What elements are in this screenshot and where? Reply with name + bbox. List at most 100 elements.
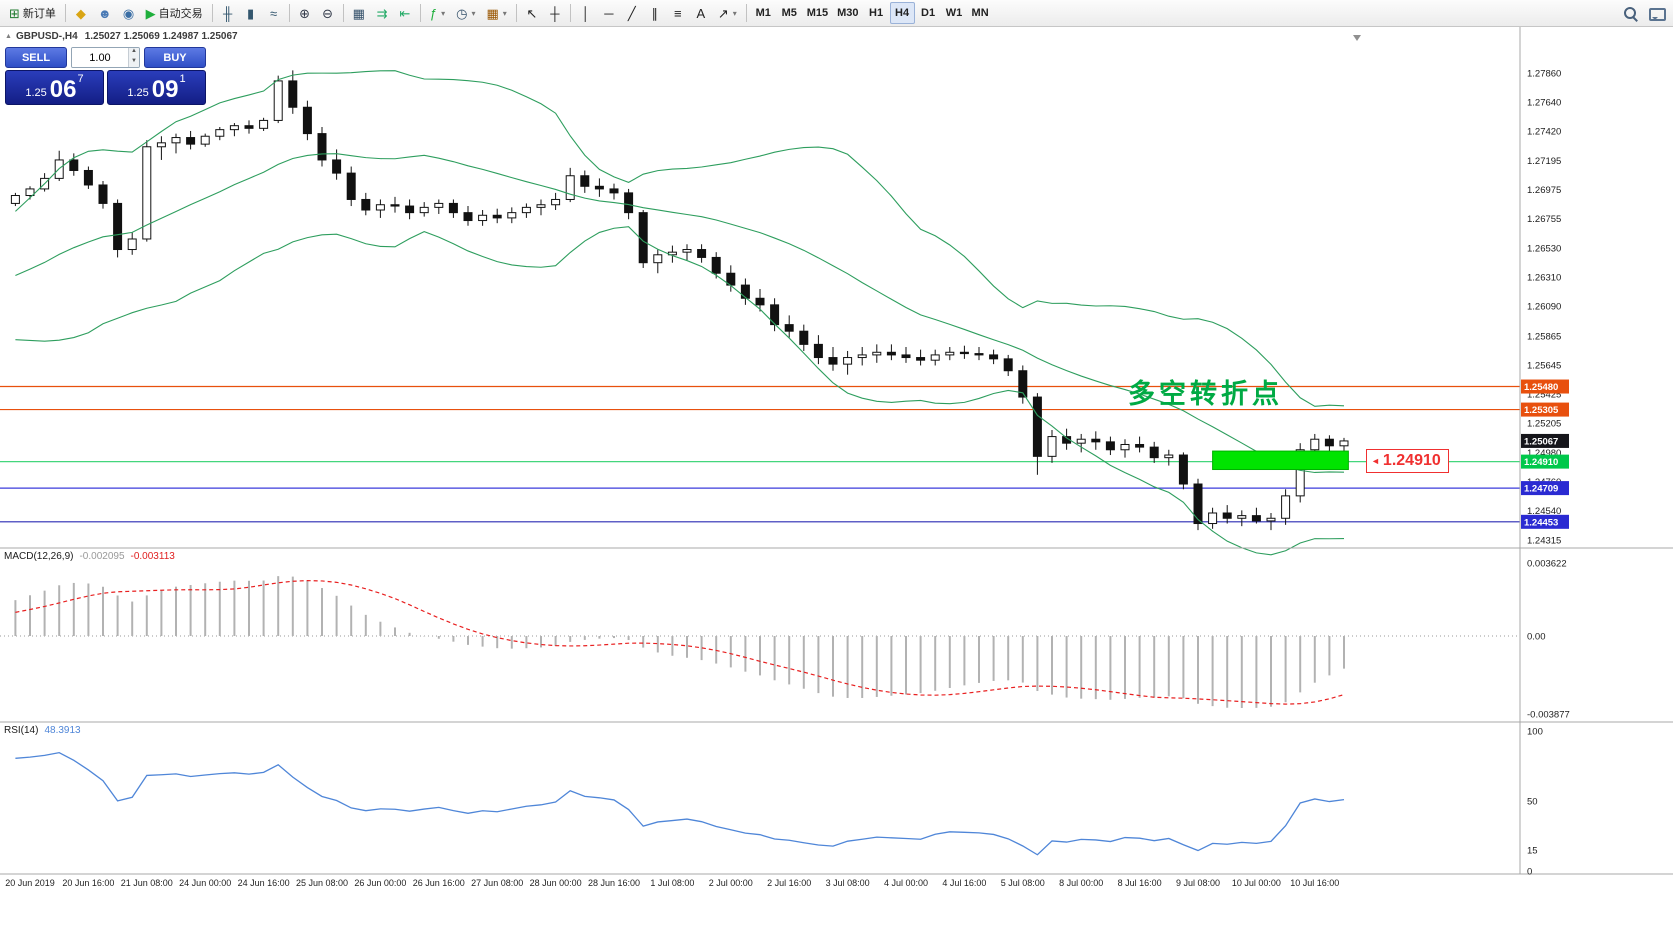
new-order-button[interactable]: ⊞ 新订单 xyxy=(4,2,61,24)
crosshair-button[interactable]: ┼ xyxy=(544,2,566,24)
auto-trading-button[interactable]: ▶ 自动交易 xyxy=(141,2,208,24)
price-axis-label: 1.25425 xyxy=(1527,389,1561,400)
time-axis-label: 8 Jul 00:00 xyxy=(1059,878,1103,888)
crosshair-icon: ┼ xyxy=(550,5,560,21)
volume-input[interactable] xyxy=(72,48,128,67)
timeframe-h4-button[interactable]: H4 xyxy=(889,2,915,24)
volume-down-button[interactable]: ▼ xyxy=(128,57,139,67)
mql5-button[interactable]: ◆ xyxy=(70,2,92,24)
svg-text:1.24910: 1.24910 xyxy=(1524,457,1558,468)
chart-area: 1.27860 1.27640 1.27420 1.27195 1.26975 1.267… xyxy=(0,27,1673,948)
price-axis-label: 1.24315 xyxy=(1527,536,1561,547)
macd-signal-line xyxy=(15,580,1345,705)
price-axis-label: 1.25865 xyxy=(1527,331,1561,342)
templates-button[interactable]: ▦ ▾ xyxy=(482,2,512,24)
timeframe-mn-button[interactable]: MN xyxy=(968,2,993,24)
line-chart-icon: ≈ xyxy=(270,5,278,21)
price-axis-label: 1.25645 xyxy=(1527,360,1561,371)
svg-text:1.24709: 1.24709 xyxy=(1524,484,1558,495)
new-order-button-label: 新订单 xyxy=(22,8,56,20)
price-axis-label: 1.27640 xyxy=(1527,97,1561,108)
buy-price-panel[interactable]: 1.25 09 1 xyxy=(107,70,206,105)
macd-axis-label: -0.003877 xyxy=(1527,710,1570,721)
candlestick-chart-button[interactable]: ▮ xyxy=(240,2,262,24)
price-axis-label: 1.24980 xyxy=(1527,448,1561,459)
indicators-button[interactable]: ƒ ▾ xyxy=(425,2,450,24)
highlight-rectangle[interactable] xyxy=(1212,450,1349,471)
toolbar-separator xyxy=(342,4,344,22)
vertical-line-button[interactable]: │ xyxy=(575,2,597,24)
chart-canvas[interactable]: 1.27860 1.27640 1.27420 1.27195 1.26975 1.267… xyxy=(0,27,1673,948)
macd-axis-label: 0.003622 xyxy=(1527,558,1567,569)
time-axis-label: 9 Jul 08:00 xyxy=(1176,878,1220,888)
volume-up-button[interactable]: ▲ xyxy=(128,48,139,58)
cursor-button[interactable]: ↖ xyxy=(521,2,543,24)
buy-price-pip: 1 xyxy=(179,73,186,85)
price-axis-label: 1.26530 xyxy=(1527,244,1561,255)
price-callout-label[interactable]: ◄ 1.24910 xyxy=(1366,449,1449,473)
timeframe-m15-button[interactable]: M15 xyxy=(803,2,832,24)
timeframe-m1-button-label: M1 xyxy=(755,7,771,19)
svg-text:1.24453: 1.24453 xyxy=(1524,517,1558,528)
text-button[interactable]: A xyxy=(690,2,712,24)
time-axis-label: 25 Jun 08:00 xyxy=(296,878,348,888)
magnifier-icon xyxy=(1623,6,1638,21)
toolbar-separator xyxy=(288,4,290,22)
timeframe-m30-button[interactable]: M30 xyxy=(833,2,862,24)
horizontal-line-button[interactable]: ─ xyxy=(598,2,620,24)
news-button[interactable]: ◉ xyxy=(118,2,140,24)
toolbar-separator xyxy=(569,4,571,22)
timeframe-h1-button[interactable]: H1 xyxy=(864,2,889,24)
search-button[interactable] xyxy=(1618,2,1643,24)
timeframe-m5-button[interactable]: M5 xyxy=(777,2,802,24)
rsi-indicator-label: RSI(14) 48.3913 xyxy=(4,725,81,736)
auto-scroll-button[interactable]: ⇉ xyxy=(371,2,393,24)
community-chat-button[interactable] xyxy=(1644,2,1669,24)
channel-button[interactable]: ∥ xyxy=(644,2,666,24)
new-order-icon: ⊞ xyxy=(9,5,20,21)
sell-button[interactable]: SELL xyxy=(5,47,67,68)
time-axis-label: 1 Jul 08:00 xyxy=(650,878,694,888)
one-click-collapse-toggle[interactable]: ▲ xyxy=(5,33,12,40)
time-axis-label: 8 Jul 16:00 xyxy=(1118,878,1162,888)
bollinger-middle-band xyxy=(15,153,1345,474)
arrows-button[interactable]: ↗ ▾ xyxy=(713,2,742,24)
time-axis-label: 4 Jul 00:00 xyxy=(884,878,928,888)
buy-button[interactable]: BUY xyxy=(144,47,206,68)
tile-windows-icon: ▦ xyxy=(352,5,365,21)
price-axis-label: 1.26310 xyxy=(1527,273,1561,284)
profile-button[interactable]: ☻ xyxy=(93,2,117,24)
price-axis-label: 1.25205 xyxy=(1527,418,1561,429)
periods-button[interactable]: ◷ ▾ xyxy=(451,2,480,24)
timeframe-w1-button-label: W1 xyxy=(945,7,963,19)
price-axis-label: 1.26755 xyxy=(1527,214,1561,225)
rsi-axis-label: 50 xyxy=(1527,797,1538,808)
chart-shift-button[interactable]: ⇤ xyxy=(394,2,416,24)
auto-trading-button-label: 自动交易 xyxy=(158,8,203,20)
cursor-icon: ↖ xyxy=(526,5,538,21)
time-axis-label: 28 Jun 00:00 xyxy=(530,878,582,888)
fibonacci-button[interactable]: ≡ xyxy=(667,2,689,24)
macd-signal-value: -0.003113 xyxy=(130,551,175,562)
rsi-panel xyxy=(15,751,1345,856)
trendline-icon: ╱ xyxy=(627,5,636,21)
dropdown-caret-icon: ▾ xyxy=(471,8,476,18)
tile-windows-button[interactable]: ▦ xyxy=(348,2,370,24)
axes: 1.27860 1.27640 1.27420 1.27195 1.26975 1.267… xyxy=(0,27,1673,888)
timeframe-m1-button[interactable]: M1 xyxy=(751,2,776,24)
timeframe-w1-button[interactable]: W1 xyxy=(942,2,967,24)
timeframe-d1-button[interactable]: D1 xyxy=(916,2,941,24)
periods-icon: ◷ xyxy=(456,5,468,21)
line-chart-button[interactable]: ≈ xyxy=(263,2,285,24)
time-axis-label: 20 Jun 2019 xyxy=(5,878,55,888)
ohlc-values: 1.25027 1.25069 1.24987 1.25067 xyxy=(84,31,238,42)
zoom-in-button[interactable]: ⊕ xyxy=(294,2,316,24)
chart-annotation-text[interactable]: 多空转折点 xyxy=(1128,379,1283,409)
bar-chart-button[interactable]: ╫ xyxy=(217,2,239,24)
rsi-axis-label: 15 xyxy=(1527,846,1538,857)
time-axis-label: 10 Jul 16:00 xyxy=(1290,878,1339,888)
trendline-button[interactable]: ╱ xyxy=(621,2,643,24)
zoom-out-button[interactable]: ⊖ xyxy=(317,2,339,24)
sell-price-panel[interactable]: 1.25 06 7 xyxy=(5,70,104,105)
chat-icon xyxy=(1649,6,1666,21)
